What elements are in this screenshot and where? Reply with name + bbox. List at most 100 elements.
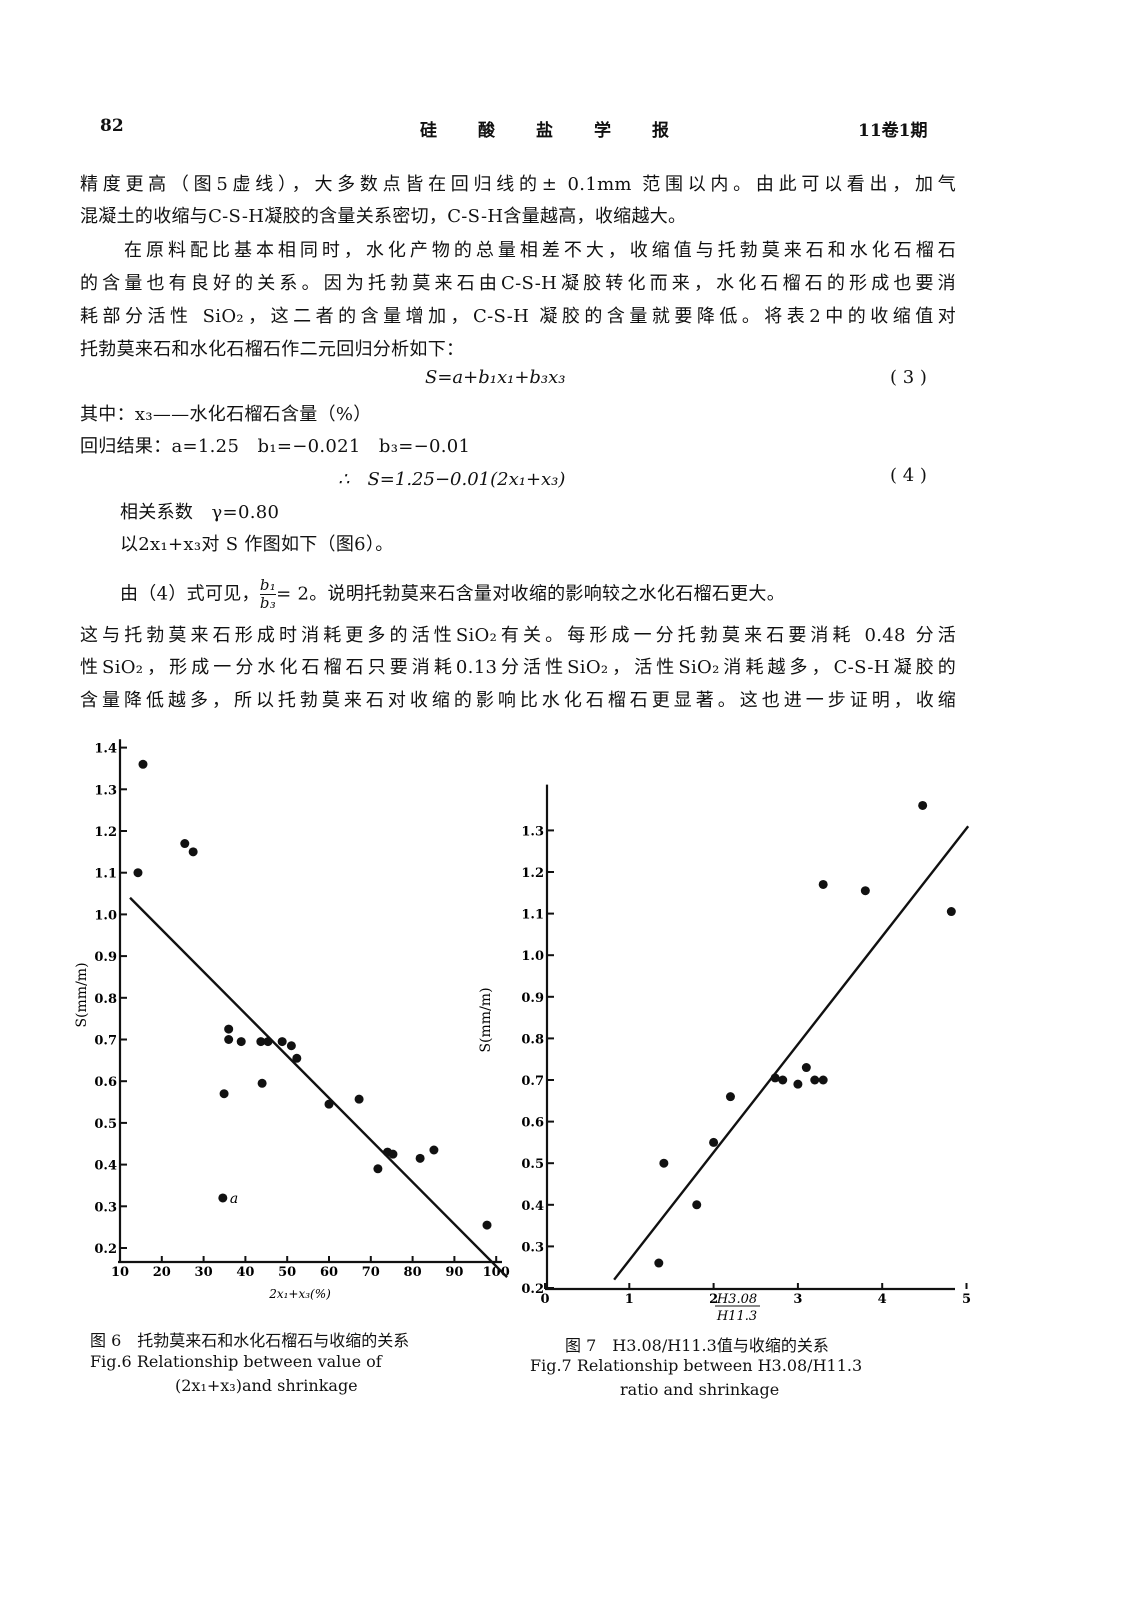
data-point — [429, 1145, 439, 1155]
x-tick-label: 100 — [483, 1265, 510, 1280]
y-tick-label: 0.3 — [94, 1200, 117, 1215]
data-point — [180, 839, 190, 849]
y-axis-label: S(mm/m) — [74, 962, 90, 1027]
data-point — [224, 1024, 234, 1034]
x-tick-label: 0 — [540, 1292, 549, 1307]
body-line: 托勃莫来石和水化石榴石作二元回归分析如下： — [80, 339, 465, 360]
y-tick-label: 0.6 — [94, 1075, 117, 1090]
equation-4-number: ( 4 ) — [890, 465, 927, 486]
data-point — [818, 879, 828, 889]
issue-label: 11卷1期 — [858, 121, 928, 141]
x-tick-label: 2 — [709, 1292, 718, 1307]
figure-6-caption-cn: 图 6 托勃莫来石和水化石榴石与收缩的关系 — [90, 1331, 410, 1350]
figure-7-chart: 0.2 0.3 0.4 0.5 0.6 0.7 0.8 0.9 1.0 1.1 1.2 1.3 0 1 2 3… — [478, 784, 971, 1324]
data-point — [218, 1193, 228, 1203]
y-tick-label: 1.0 — [94, 908, 117, 923]
y-tick-label: 0.6 — [521, 1116, 544, 1131]
y-tick-label: 0.8 — [94, 992, 117, 1007]
figure-6-chart: 0.2 0.3 0.4 0.5 0.6 0.7 0.8 0.9 1.0 1.1 1.2 1.3 1.4 1… — [74, 739, 510, 1301]
x-tick-label: 40 — [236, 1265, 254, 1280]
x-tick-label: 1 — [625, 1292, 634, 1307]
x-tick-label: 50 — [278, 1265, 296, 1280]
body-line: 含量降低越多，所以托勃莫来石对收缩的影响比水化石榴石更显著。这也进一步证明，收缩 — [80, 690, 956, 711]
data-point — [292, 1053, 302, 1063]
y-tick-label: 0.9 — [94, 950, 117, 965]
y-tick-label: 0.4 — [94, 1159, 117, 1174]
y-tick-label: 0.4 — [521, 1199, 544, 1214]
regression-line — [613, 825, 970, 1281]
x-tick-label: 5 — [962, 1292, 971, 1307]
result-line: 回归结果：a=1.25 b₁=−0.021 b₃=−0.01 — [80, 436, 471, 457]
where-line: 其中：x₃——水化石榴石含量（%） — [80, 404, 372, 425]
data-point — [918, 800, 928, 810]
body-line: 在原料配比基本相同时，水化产物的总量相差不大，收缩值与托勃莫来石和水化石榴石 — [80, 240, 956, 261]
x-tick-label: 20 — [153, 1265, 171, 1280]
body-line: 性SiO₂，形成一分水化石榴石只要消耗0.13分活性SiO₂，活性SiO₂消耗越… — [80, 657, 956, 678]
data-point — [277, 1037, 287, 1047]
data-point — [236, 1037, 246, 1047]
y-tick-label: 0.3 — [521, 1240, 544, 1255]
data-point — [692, 1200, 702, 1210]
y-tick-label: 1.3 — [94, 783, 117, 798]
x-axis-label-denominator: H11.3 — [716, 1309, 757, 1324]
x-axis-label-numerator: H3.08 — [716, 1292, 757, 1307]
body-line: 混凝土的收缩与C-S-H凝胶的含量关系密切，C-S-H含量越高，收缩越大。 — [80, 206, 687, 227]
y-axis-label: S(mm/m) — [478, 987, 494, 1052]
x-tick-label: 3 — [793, 1292, 802, 1307]
ratio-line: 由（4）式可见， b₁ b₃ = 2。说明托勃莫来石含量对收缩的影响较之水化石榴石更大… — [120, 577, 996, 612]
figure-7-caption-en-2: ratio and shrinkage — [620, 1380, 780, 1399]
figure-6-caption-en-1: Fig.6 Relationship between value of — [90, 1352, 382, 1371]
y-tick-label: 0.7 — [521, 1074, 544, 1089]
data-point — [257, 1078, 267, 1088]
y-tick-label: 1.1 — [94, 867, 117, 882]
figure-7-caption-cn: 图 7 H3.08/H11.3值与收缩的关系 — [565, 1336, 829, 1355]
x-tick-label: 30 — [195, 1265, 213, 1280]
plot-note: 以2x₁+x₃对 S 作图如下（图6）。 — [120, 534, 394, 555]
data-point — [946, 907, 956, 917]
y-tick-label: 1.0 — [521, 949, 544, 964]
body-line: 的含量也有良好的关系。因为托勃莫来石由C-S-H凝胶转化而来，水化石榴石的形成也… — [80, 273, 956, 294]
y-tick-label: 1.1 — [521, 908, 544, 923]
y-tick-label: 0.5 — [94, 1117, 117, 1132]
ratio-suffix: = 2。说明托勃莫来石含量对收缩的影响较之水化石榴石更大。 — [276, 583, 786, 605]
body-line: 精度更高（图5虚线），大多数点皆在回归线的± 0.1mm 范围以内。由此可以看出… — [80, 174, 956, 195]
y-tick-label: 0.2 — [94, 1242, 117, 1257]
data-point — [725, 1092, 735, 1102]
data-point — [770, 1073, 780, 1083]
figure-6-caption-en-2: (2x₁+x₃)and shrinkage — [175, 1376, 358, 1395]
point-annotation: a — [230, 1191, 238, 1207]
data-point — [256, 1037, 266, 1047]
data-point — [818, 1075, 828, 1085]
data-point — [219, 1089, 229, 1099]
data-point — [801, 1063, 811, 1073]
data-point — [324, 1099, 334, 1109]
x-tick-label: 80 — [404, 1265, 422, 1280]
data-point — [286, 1041, 296, 1051]
y-tick-label: 1.2 — [94, 825, 117, 840]
data-point — [654, 1258, 664, 1268]
data-point — [659, 1158, 669, 1168]
correlation-line: 相关系数 γ=0.80 — [120, 502, 280, 523]
data-point — [138, 759, 148, 769]
data-point — [388, 1149, 398, 1159]
y-tick-label: 1.2 — [521, 866, 544, 881]
data-point — [709, 1137, 719, 1147]
x-tick-label: 70 — [362, 1265, 380, 1280]
y-tick-label: 0.9 — [521, 991, 544, 1006]
data-point — [810, 1075, 820, 1085]
body-line: 这与托勃莫来石形成时消耗更多的活性SiO₂有关。每形成一分托勃莫来石要消耗 0.… — [80, 625, 956, 646]
page-number: 82 — [100, 116, 124, 136]
data-point — [415, 1153, 425, 1163]
ratio-denominator: b₃ — [259, 594, 277, 612]
body-line: 耗部分活性 SiO₂，这二者的含量增加，C-S-H 凝胶的含量就要降低。将表2中… — [80, 306, 956, 327]
data-point — [860, 886, 870, 896]
data-point — [188, 847, 198, 857]
data-point — [778, 1075, 788, 1085]
figure-7-caption-en-1: Fig.7 Relationship between H3.08/H11.3 — [530, 1356, 863, 1375]
data-point — [263, 1037, 273, 1047]
y-tick-label: 1.3 — [521, 824, 544, 839]
x-tick-label: 60 — [320, 1265, 338, 1280]
x-tick-label: 4 — [878, 1292, 887, 1307]
ratio-fraction: b₁ b₃ — [259, 577, 277, 612]
